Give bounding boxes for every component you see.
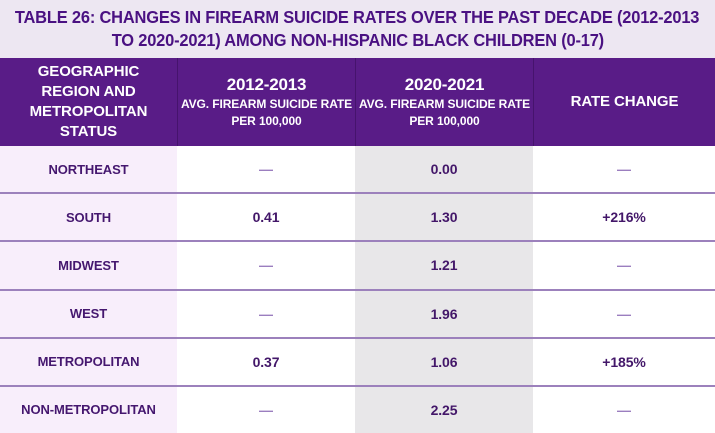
rate-2020-2021-cell: 0.00 xyxy=(355,146,533,193)
header-2012-2013-subtitle-line-2: PER 100,000 xyxy=(231,114,302,128)
region-cell: NON-METROPOLITAN xyxy=(0,386,177,433)
rate-change-cell: +216% xyxy=(533,194,715,241)
table-row: WEST —1.96— xyxy=(0,288,715,337)
table-row: NON-METROPOLITAN —2.25— xyxy=(0,384,715,433)
rate-2012-2013-cell: — xyxy=(177,146,355,193)
rate-change-cell: — xyxy=(533,242,715,289)
rate-change-cell: — xyxy=(533,146,715,193)
table-row: SOUTH 0.41 1.30 +216% xyxy=(0,192,715,241)
region-cell: SOUTH xyxy=(0,194,177,241)
rate-2020-2021-cell: 2.25 xyxy=(355,386,533,433)
rate-2020-2021-cell: 1.30 xyxy=(355,194,533,241)
region-cell: WEST xyxy=(0,290,177,337)
rate-2012-2013-cell: 0.41 xyxy=(177,194,355,241)
header-region-label: GEOGRAPHIC REGION AND METROPOLITAN STATU… xyxy=(29,63,148,140)
header-2012-2013-subtitle-line-1: AVG. FIREARM SUICIDE RATE xyxy=(180,97,353,111)
table-row: NORTHEAST —0.00— xyxy=(0,146,715,193)
rate-2012-2013-cell: — xyxy=(177,290,355,337)
rate-change-cell: +185% xyxy=(533,338,715,385)
rate-2012-2013-cell: 0.37 xyxy=(177,338,355,385)
header-cell-2012-2013: 2012-2013 AVG. FIREARM SUICIDE RATE PER … xyxy=(177,58,355,146)
header-cell-2020-2021: 2020-2021 AVG. FIREARM SUICIDE RATE PER … xyxy=(355,58,533,146)
rate-2012-2013-cell: — xyxy=(177,242,355,289)
table-body: NORTHEAST —0.00— SOUTH 0.41 1.30 +216% MIDWEST… xyxy=(0,146,715,433)
rate-2020-2021-cell: 1.21 xyxy=(355,242,533,289)
region-cell: MIDWEST xyxy=(0,242,177,289)
rate-2020-2021-cell: 1.96 xyxy=(355,290,533,337)
table-title: TABLE 26: CHANGES IN FIREARM SUICIDE RAT… xyxy=(0,0,715,58)
header-2020-2021-subtitle-line-1: AVG. FIREARM SUICIDE RATE xyxy=(358,97,531,111)
region-cell: METROPOLITAN xyxy=(0,338,177,385)
table-row: MIDWEST —1.21— xyxy=(0,240,715,289)
header-2020-2021-period: 2020-2021 xyxy=(404,75,485,94)
rate-2020-2021-cell: 1.06 xyxy=(355,338,533,385)
header-cell-region: GEOGRAPHIC REGION AND METROPOLITAN STATU… xyxy=(0,58,177,146)
table-title-line-2: TO 2020-2021) AMONG NON-HISPANIC BLACK C… xyxy=(111,30,604,50)
table-row: METROPOLITAN 0.37 1.06 +185% xyxy=(0,336,715,385)
header-cell-rate-change: RATE CHANGE xyxy=(533,58,715,146)
table-header-row: GEOGRAPHIC REGION AND METROPOLITAN STATU… xyxy=(0,58,715,146)
rate-change-cell: — xyxy=(533,290,715,337)
header-rate-change-label: RATE CHANGE xyxy=(570,93,679,110)
table-title-line-1: TABLE 26: CHANGES IN FIREARM SUICIDE RAT… xyxy=(15,7,700,27)
rate-change-cell: — xyxy=(533,386,715,433)
header-2020-2021-subtitle-line-2: PER 100,000 xyxy=(409,114,480,128)
region-cell: NORTHEAST xyxy=(0,146,177,193)
rate-2012-2013-cell: — xyxy=(177,386,355,433)
header-2012-2013-period: 2012-2013 xyxy=(226,75,307,94)
